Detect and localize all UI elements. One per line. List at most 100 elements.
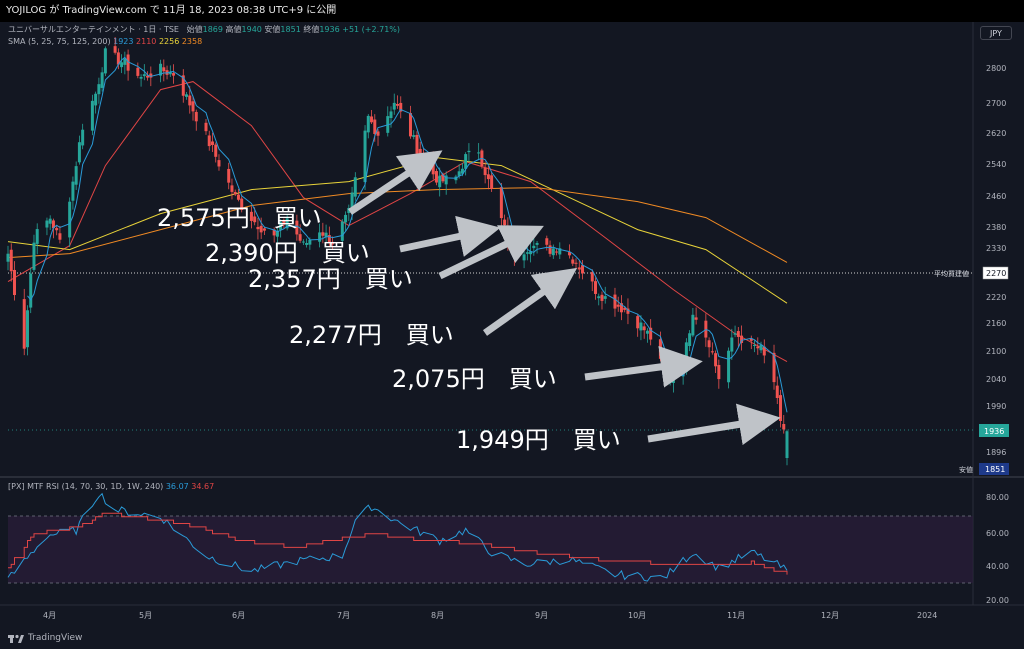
candle-body — [210, 141, 214, 145]
candle-body — [736, 331, 740, 337]
candle-body — [321, 232, 325, 236]
symbol-title[interactable]: ユニバーサルエンターテインメント · 1日 · TSE — [8, 25, 179, 34]
low-label: 安値 — [264, 25, 281, 34]
candle-body — [603, 296, 607, 299]
candle — [74, 161, 78, 190]
candle — [25, 305, 29, 356]
candle-body — [464, 154, 468, 169]
candle — [555, 248, 559, 256]
chart-canvas[interactable]: 2,575円 買い 2,390円 買い 2,357円 買い 2,277円 買い … — [0, 0, 1024, 627]
candle-body — [642, 326, 646, 331]
rsi-band — [8, 516, 973, 583]
candle — [168, 65, 172, 77]
candle-body — [636, 316, 640, 329]
candle — [324, 224, 328, 243]
candle-body — [499, 187, 503, 219]
price-label: 1990 — [986, 402, 1006, 411]
candle — [636, 313, 640, 337]
candle-body — [730, 337, 734, 352]
candle-body — [366, 115, 370, 133]
candle-body — [392, 102, 396, 110]
candle — [775, 376, 779, 405]
candle — [717, 359, 721, 389]
candle — [142, 64, 146, 81]
candle — [418, 141, 422, 161]
rsi-label: 20.00 — [986, 596, 1009, 605]
rsi-label[interactable]: [PX] MTF RSI (14, 70, 30, 1D, 1W, 240) — [8, 482, 164, 491]
candle — [490, 171, 494, 192]
candle — [9, 243, 13, 282]
tradingview-logo[interactable]: TradingView — [8, 633, 82, 643]
candle-body — [22, 299, 26, 349]
candle — [571, 256, 575, 267]
candle-body — [230, 185, 234, 192]
candle-body — [370, 116, 374, 123]
candle-body — [389, 111, 393, 119]
rsi-axis[interactable]: 80.00 60.00 40.00 20.00 — [986, 493, 1009, 605]
candle-body — [29, 273, 33, 308]
candle — [230, 178, 234, 200]
candle — [376, 129, 380, 146]
price-label: 2540 — [986, 160, 1006, 169]
candle — [671, 371, 675, 393]
candle-body — [522, 254, 526, 261]
candle-body — [649, 327, 653, 340]
candle — [668, 374, 672, 386]
candle — [714, 350, 718, 374]
candle-body — [571, 259, 575, 264]
candle-body — [597, 296, 601, 299]
candle — [194, 109, 198, 131]
annotation-3: 2,357円 買い — [248, 265, 413, 293]
candle — [593, 277, 597, 300]
candle-body — [467, 150, 471, 153]
candle-body — [486, 174, 490, 180]
time-label: 2024 — [917, 611, 937, 620]
candle — [298, 224, 302, 244]
candle — [172, 64, 176, 84]
candle-body — [756, 346, 760, 349]
candle — [779, 389, 783, 428]
candle — [35, 223, 39, 255]
candle-body — [51, 220, 55, 229]
candle-body — [308, 239, 312, 245]
candle — [236, 188, 240, 202]
candle — [762, 339, 766, 364]
candle-body — [285, 218, 289, 229]
candle — [275, 226, 279, 247]
candle-body — [71, 181, 75, 201]
candle — [464, 152, 468, 176]
price-axis[interactable]: 2800 2700 2620 2540 2460 2380 2330 2220 … — [986, 64, 1006, 457]
price-label: 2700 — [986, 99, 1006, 108]
candle — [415, 131, 419, 156]
candle-body — [616, 304, 620, 307]
time-axis[interactable]: 4月 5月 6月 7月 8月 9月 10月 11月 12月 2024 — [43, 611, 937, 620]
candle-body — [123, 58, 127, 65]
candle-body — [490, 175, 494, 189]
candle-body — [733, 333, 737, 335]
candle-body — [207, 135, 211, 147]
candle-body — [753, 344, 757, 346]
sma-label[interactable]: SMA (5, 25, 75, 125, 200) — [8, 37, 111, 46]
candle-body — [347, 207, 351, 214]
candle — [233, 189, 237, 197]
price-label: 1896 — [986, 448, 1006, 457]
candle — [545, 235, 549, 251]
candle-body — [172, 73, 176, 76]
price-label: 2800 — [986, 64, 1006, 73]
candle-body — [438, 175, 442, 188]
candle — [146, 71, 150, 81]
candle — [477, 143, 481, 161]
sma5-series — [27, 56, 788, 413]
last-price-tag — [979, 424, 1009, 437]
close-label: 終値 — [303, 25, 320, 34]
candle-body — [363, 130, 367, 183]
candle — [210, 132, 214, 152]
candle-body — [191, 101, 195, 112]
sma-series — [7, 81, 788, 363]
candle-body — [301, 241, 305, 243]
candle — [412, 130, 416, 140]
candle — [249, 206, 253, 229]
currency-button[interactable]: JPY — [980, 26, 1012, 40]
candle-body — [593, 281, 597, 294]
